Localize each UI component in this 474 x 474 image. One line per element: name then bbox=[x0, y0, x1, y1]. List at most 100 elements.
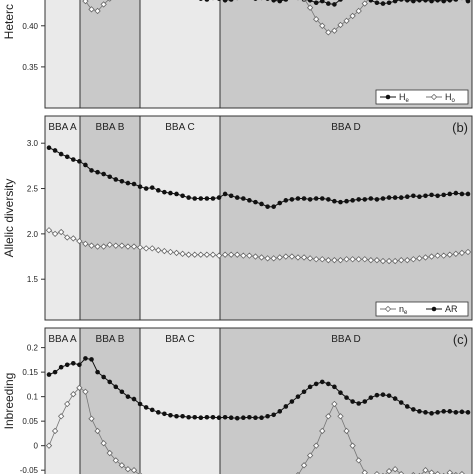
data-point-filled bbox=[64, 154, 70, 160]
data-point-filled bbox=[447, 0, 453, 3]
data-point-open bbox=[313, 442, 320, 449]
zone-label: BBA D bbox=[331, 334, 360, 345]
legend-label: ne bbox=[399, 304, 408, 316]
data-point-filled bbox=[58, 151, 64, 157]
legend-label: He bbox=[399, 92, 410, 104]
data-point-open bbox=[94, 427, 101, 435]
data-point-filled bbox=[168, 412, 173, 418]
data-point-filled bbox=[386, 195, 392, 200]
data-point-filled bbox=[398, 0, 404, 2]
data-point-filled bbox=[271, 0, 276, 3]
zone-label: BBA A bbox=[48, 334, 77, 345]
data-point-filled bbox=[253, 415, 258, 421]
data-point-filled bbox=[307, 384, 313, 390]
data-point-open bbox=[88, 242, 95, 249]
data-point-open bbox=[446, 469, 453, 474]
data-point-open bbox=[349, 256, 356, 263]
zone-band bbox=[80, 116, 140, 320]
data-point-filled bbox=[435, 193, 440, 199]
data-point-open bbox=[458, 249, 466, 257]
data-point-open bbox=[361, 256, 368, 263]
data-point-open bbox=[179, 250, 186, 257]
zone-band bbox=[140, 116, 220, 320]
data-point-filled bbox=[149, 407, 155, 413]
data-point-filled bbox=[313, 196, 319, 201]
data-point-open bbox=[331, 27, 338, 34]
legend-marker-filled bbox=[431, 306, 437, 312]
data-point-filled bbox=[125, 394, 131, 399]
data-point-filled bbox=[368, 0, 374, 3]
data-point-open bbox=[51, 427, 59, 435]
data-point-open bbox=[391, 257, 399, 265]
data-point-open bbox=[264, 255, 271, 262]
data-point-filled bbox=[174, 191, 179, 197]
legend-label-sub: e bbox=[404, 310, 408, 316]
data-point-filled bbox=[131, 396, 137, 402]
data-point-open bbox=[452, 250, 460, 257]
data-point-filled bbox=[52, 369, 58, 375]
legend-marker-open bbox=[384, 305, 392, 313]
data-point-filled bbox=[156, 188, 161, 193]
data-point-filled bbox=[46, 145, 52, 151]
data-point-open bbox=[385, 257, 393, 265]
data-point-open bbox=[422, 467, 429, 474]
data-point-filled bbox=[217, 0, 221, 1]
data-point-filled bbox=[210, 414, 216, 420]
data-point-open bbox=[361, 0, 368, 7]
data-point-open bbox=[82, 388, 89, 395]
data-point-open bbox=[76, 237, 83, 245]
data-point-filled bbox=[149, 185, 155, 190]
data-point-open bbox=[45, 442, 53, 449]
data-point-open bbox=[88, 415, 95, 422]
data-point-filled bbox=[429, 411, 434, 416]
data-point-filled bbox=[368, 196, 374, 201]
data-point-open bbox=[313, 256, 320, 263]
data-point-open bbox=[282, 253, 289, 260]
y-tick-label: 1.5 bbox=[27, 275, 39, 284]
data-point-open bbox=[434, 252, 441, 259]
data-point-open bbox=[355, 256, 362, 263]
data-point-filled bbox=[326, 197, 331, 202]
data-point-filled bbox=[398, 195, 404, 200]
data-point-filled bbox=[295, 394, 301, 399]
data-point-filled bbox=[253, 199, 258, 205]
data-point-open bbox=[45, 227, 53, 234]
y-tick-label: 0.15 bbox=[22, 368, 38, 377]
data-point-open bbox=[185, 251, 192, 258]
legend-label-sub: e bbox=[406, 98, 410, 104]
data-point-open bbox=[270, 255, 277, 262]
data-point-open bbox=[258, 254, 265, 261]
data-point-open bbox=[118, 462, 126, 469]
data-point-open bbox=[331, 256, 338, 264]
data-point-open bbox=[325, 29, 332, 36]
data-point-filled bbox=[429, 192, 434, 198]
data-point-filled bbox=[453, 0, 459, 2]
data-point-open bbox=[112, 457, 119, 464]
data-point-filled bbox=[168, 190, 173, 196]
data-point-filled bbox=[107, 174, 113, 180]
panel-letter: (b) bbox=[452, 120, 468, 135]
data-point-filled bbox=[52, 148, 58, 153]
legend-box bbox=[375, 301, 469, 317]
data-point-open bbox=[76, 384, 83, 391]
zone-band bbox=[45, 116, 80, 320]
data-point-open bbox=[410, 256, 417, 263]
data-point-filled bbox=[301, 389, 307, 395]
data-point-open bbox=[118, 242, 126, 249]
data-point-filled bbox=[180, 193, 185, 199]
data-point-filled bbox=[204, 414, 210, 420]
zone-band bbox=[220, 116, 472, 320]
data-point-open bbox=[221, 251, 229, 258]
data-point-filled bbox=[70, 157, 76, 162]
zone-label: BBA C bbox=[165, 334, 194, 345]
data-point-open bbox=[100, 1, 107, 8]
data-point-filled bbox=[198, 0, 203, 1]
zone-band bbox=[140, 328, 220, 474]
data-point-open bbox=[355, 7, 362, 15]
data-point-open bbox=[416, 255, 423, 262]
data-point-filled bbox=[404, 0, 410, 3]
series-line bbox=[48, 357, 469, 419]
data-point-filled bbox=[380, 1, 386, 6]
data-point-filled bbox=[89, 168, 94, 173]
